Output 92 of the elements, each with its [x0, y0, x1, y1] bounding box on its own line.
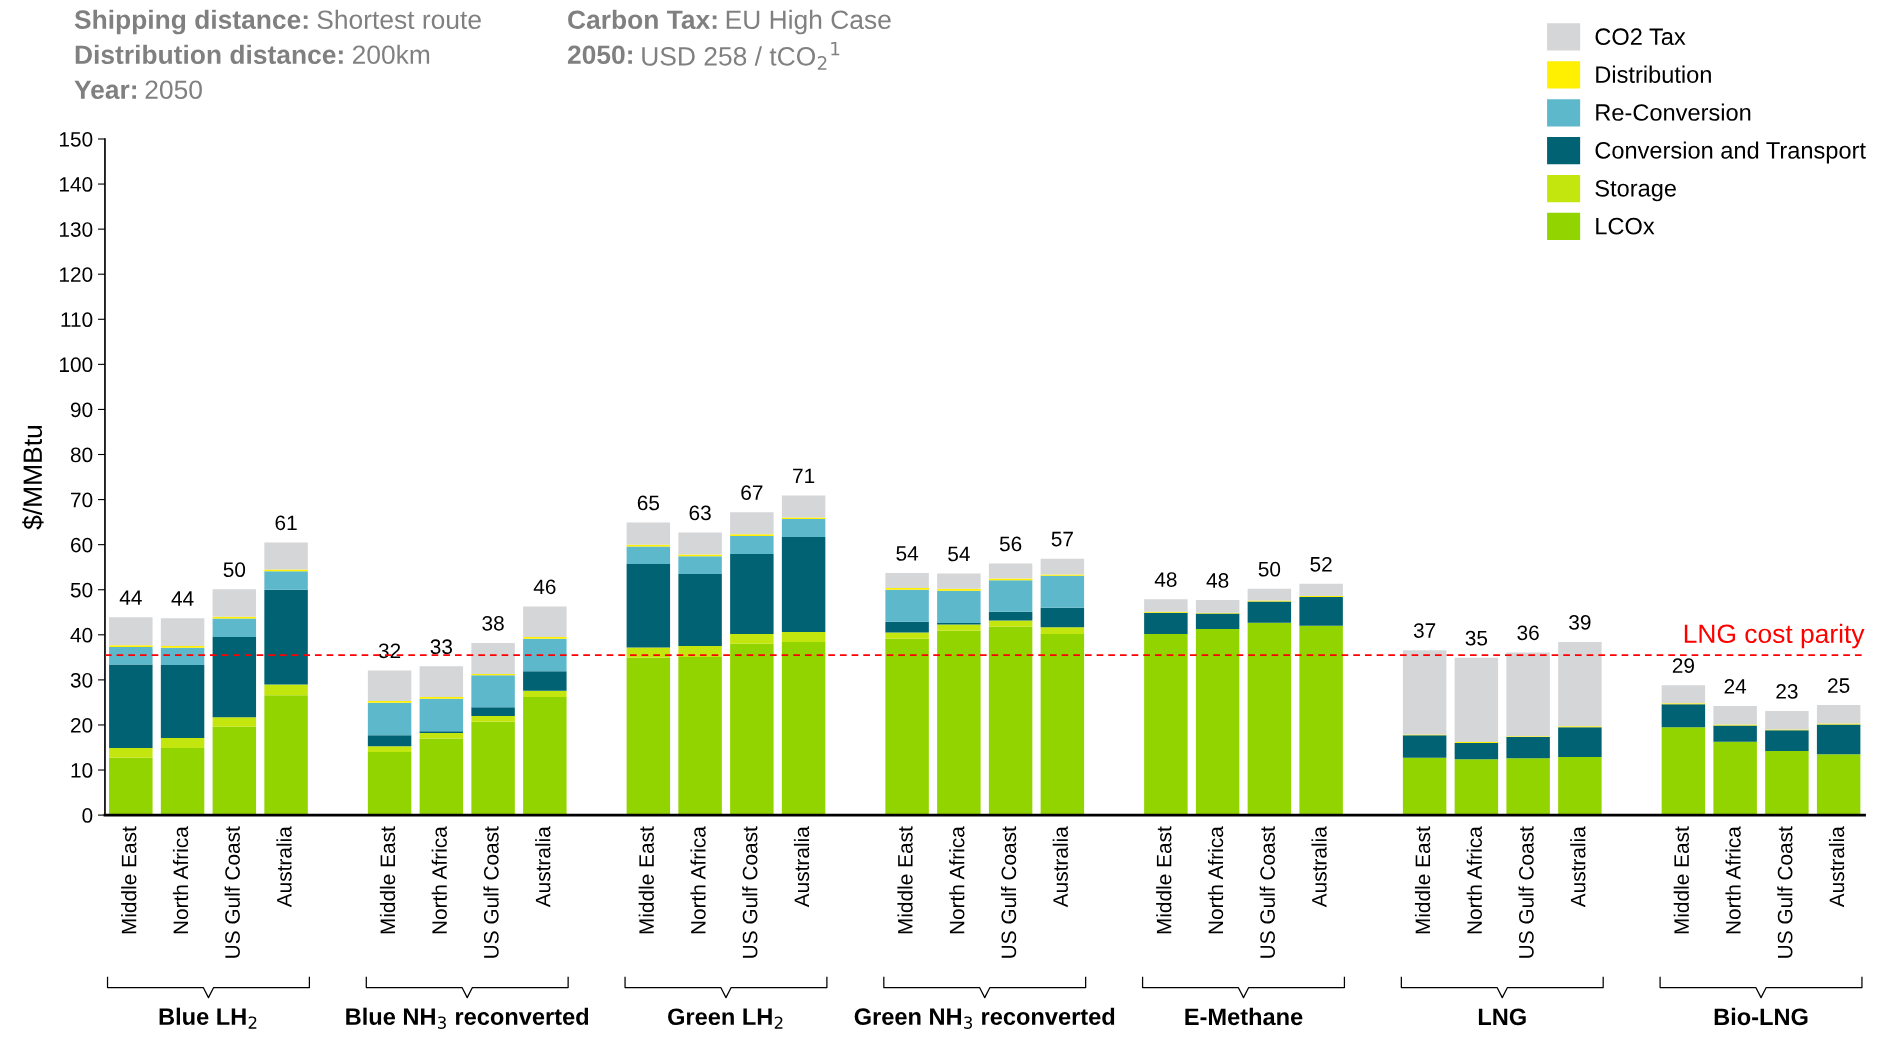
x-tick-label: US Gulf Coast: [1000, 826, 1017, 958]
x-tick-label: Australia: [793, 826, 810, 908]
legend-label: LCOx: [1596, 217, 1655, 235]
x-tick-label: Australia: [535, 826, 551, 908]
x-tick-label: US Gulf Coast: [483, 826, 499, 958]
y-tick-label: 130: [59, 222, 93, 237]
x-tick-label: US Gulf Coast: [742, 826, 758, 958]
y-tick-label: 120: [59, 267, 93, 282]
total-label: 36: [1517, 625, 1539, 641]
y-tick-label: 140: [59, 177, 93, 192]
total-label: 50: [1258, 561, 1281, 577]
total-label: 67: [741, 485, 763, 500]
x-tick-label: North Africa: [1466, 826, 1482, 934]
x-tick-label: Middle East: [121, 826, 137, 934]
text: Blue LH$_{2}$: [159, 1007, 257, 1029]
y-tick-label: 100: [59, 357, 93, 373]
text: Green LH$_{2}$: [668, 1008, 783, 1029]
y-tick-label: 60: [71, 537, 93, 553]
text: Green NH$_{3}$ reconverted: [854, 1007, 1115, 1029]
total-label: 48: [1206, 573, 1229, 588]
x-tick-label: Australia: [1570, 826, 1586, 908]
total-label: 37: [1413, 623, 1436, 638]
text: Bio-LNG: [1714, 1007, 1808, 1026]
x-tick-label: Middle East: [1673, 826, 1689, 934]
y-tick-label: 20: [71, 717, 93, 733]
x-tick-label: North Africa: [1207, 826, 1224, 934]
text: Distribution distance: 200km: [75, 44, 430, 65]
y-tick-label: 0: [82, 808, 93, 823]
text: LNG: [1478, 1008, 1526, 1026]
total-label: 44: [119, 590, 142, 605]
total-label: 32: [378, 643, 401, 659]
x-tick-label: Australia: [1052, 826, 1068, 908]
total-label: 71: [793, 468, 815, 484]
text: 2050: USD 258 / tCO$_{2}$$^{1}$: [567, 41, 840, 70]
legend-label: Conversion and Transport: [1595, 141, 1866, 164]
total-label: 61: [275, 515, 297, 531]
x-tick-label: US Gulf Coast: [1259, 826, 1275, 958]
total-label: 56: [999, 536, 1022, 552]
x-tick-label: North Africa: [690, 826, 706, 934]
x-tick-label: Australia: [1828, 826, 1845, 908]
y-tick-label: 40: [70, 627, 93, 643]
total-label: 46: [533, 579, 556, 595]
total-label: 63: [689, 505, 711, 521]
x-tick-label: North Africa: [949, 826, 965, 934]
total-label: 35: [1465, 630, 1488, 646]
legend-label: Re-Conversion: [1596, 103, 1751, 121]
y-tick-label: 80: [70, 447, 93, 463]
total-label: 50: [223, 562, 246, 578]
x-tick-label: Australia: [276, 826, 292, 908]
x-tick-label: Middle East: [379, 826, 396, 934]
x-tick-label: Middle East: [1414, 826, 1431, 934]
x-tick-label: US Gulf Coast: [1777, 826, 1793, 958]
total-label: 24: [1724, 679, 1747, 694]
y-tick-label: 50: [70, 582, 93, 598]
total-label: 54: [896, 546, 919, 561]
x-tick-label: North Africa: [431, 826, 447, 934]
legend-label: Distribution: [1596, 65, 1711, 83]
y-tick-label: 90: [70, 402, 93, 418]
total-label: 44: [171, 591, 194, 606]
total-label: 23: [1776, 683, 1798, 699]
ref-line-label: LNG cost parity: [1684, 623, 1865, 649]
x-tick-label: US Gulf Coast: [224, 826, 240, 958]
x-tick-label: North Africa: [1725, 826, 1741, 934]
y-tick-label: 10: [71, 763, 93, 778]
total-label: 57: [1051, 531, 1073, 547]
x-tick-label: US Gulf Coast: [1518, 826, 1534, 958]
total-label: 65: [637, 495, 660, 511]
y-tick-label: 150: [59, 131, 93, 147]
text: Shipping distance: Shortest route: [74, 9, 481, 35]
x-tick-label: Middle East: [638, 826, 654, 934]
x-tick-label: Middle East: [1156, 826, 1172, 934]
y-tick-label: 70: [71, 492, 93, 508]
total-label: 33: [430, 639, 453, 655]
total-label: 25: [1828, 678, 1850, 693]
legend-label: CO2 Tax: [1595, 28, 1686, 46]
text: Blue NH$_{3}$ reconverted: [346, 1007, 589, 1029]
total-label: 39: [1569, 615, 1591, 630]
y-axis-title: $/MMBtu: [22, 426, 44, 530]
total-label: 48: [1154, 572, 1177, 587]
text: Carbon Tax: EU High Case: [568, 9, 891, 35]
y-tick-label: 110: [61, 312, 93, 328]
total-label: 52: [1310, 556, 1332, 572]
x-tick-label: Middle East: [897, 826, 913, 934]
total-label: 29: [1672, 658, 1694, 674]
y-tick-label: 30: [70, 672, 93, 688]
x-tick-label: North Africa: [172, 826, 189, 934]
text: Year: 2050: [74, 80, 202, 100]
total-label: 54: [948, 546, 970, 562]
total-label: 38: [482, 615, 504, 631]
text: E-Methane: [1185, 1007, 1303, 1026]
legend-label: Storage: [1595, 179, 1676, 202]
x-tick-label: Australia: [1311, 826, 1327, 908]
